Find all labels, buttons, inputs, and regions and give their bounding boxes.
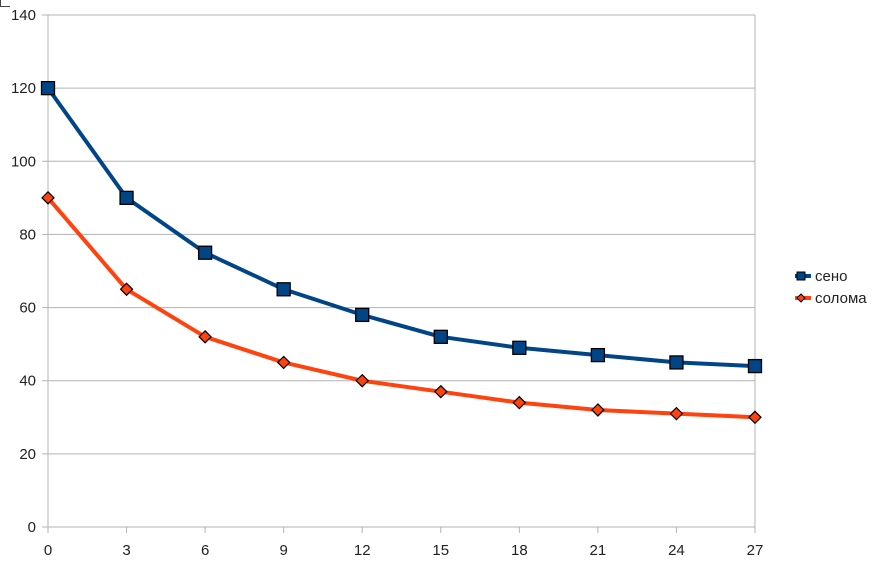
data-point-2 [669,406,684,421]
data-point-1 [276,282,291,297]
data-point-2 [433,384,448,399]
data-point-1 [512,340,527,355]
data-point-2 [512,395,527,410]
legend: сено солома [795,268,867,307]
legend-marker [796,271,806,281]
data-point-2 [591,403,605,417]
series-line-2 [46,195,757,420]
data-point-1 [119,190,134,206]
corner-mark [0,0,10,7]
data-point-1 [747,358,763,374]
y-tick-label: 0 [28,519,36,536]
x-tick-label: 0 [44,542,52,559]
legend-marker [796,293,806,303]
series-line-1 [46,86,757,369]
y-tick-label: 40 [19,373,36,390]
data-point-2 [355,373,370,388]
data-point-2 [748,410,762,425]
legend-label: сено [815,268,847,285]
data-point-1 [433,329,448,344]
data-point-1 [355,307,370,323]
data-point-1 [669,355,684,370]
data-point-2 [198,329,212,344]
y-tick-label: 20 [19,446,36,463]
data-point-1 [197,245,213,260]
series-lines [40,80,763,425]
x-tick-label: 27 [747,542,764,559]
y-tick-label: 120 [11,80,36,97]
x-tick-label: 21 [590,542,607,559]
data-point-1 [590,347,606,363]
y-tick-label: 100 [11,153,36,170]
data-point-2 [41,191,55,205]
data-point-1 [40,80,56,96]
y-axis-ticks: 0 20 40 60 80 100 120 140 [11,7,48,536]
x-axis-ticks: 0 3 6 9 12 15 18 21 24 27 [44,527,764,559]
x-tick-label: 12 [354,542,371,559]
y-tick-label: 60 [19,300,36,317]
x-tick-label: 24 [668,542,685,559]
grid-lines [48,14,755,455]
x-tick-label: 6 [201,542,209,559]
y-tick-label: 80 [19,226,36,243]
x-tick-label: 15 [432,542,449,559]
data-point-2 [119,282,134,297]
legend-label: солома [815,290,867,307]
x-tick-label: 3 [122,542,130,559]
x-tick-label: 18 [511,542,528,559]
x-tick-label: 9 [279,542,287,559]
data-point-2 [276,355,291,370]
y-tick-label: 140 [11,7,36,24]
axes [47,15,756,528]
